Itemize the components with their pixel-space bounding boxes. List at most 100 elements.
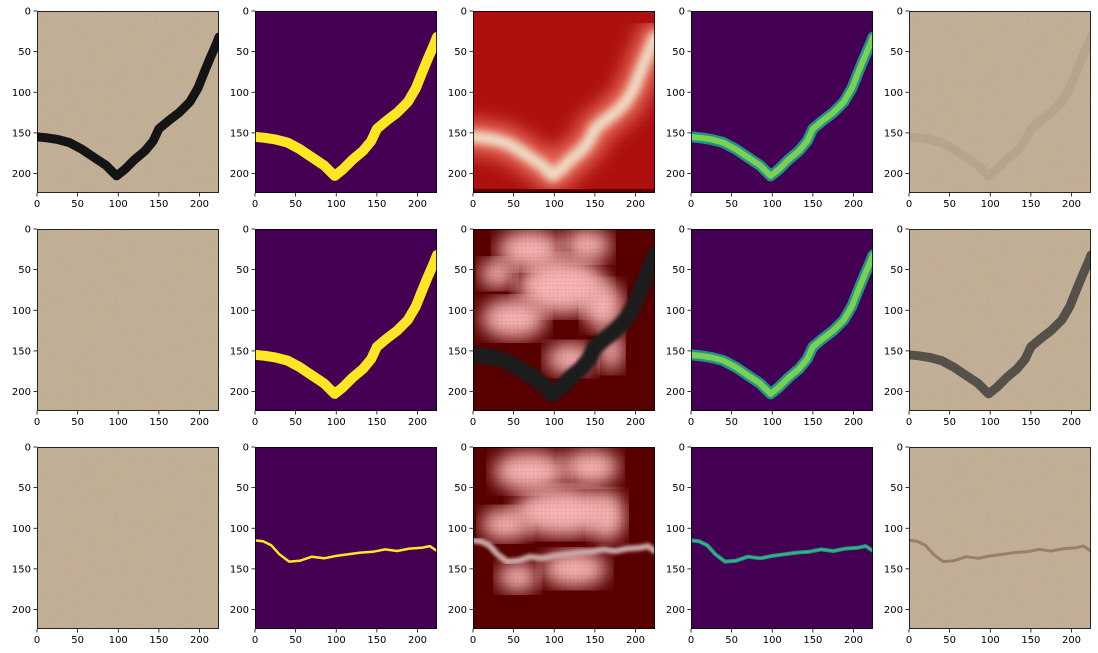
x-tick-label: 50 — [289, 635, 302, 646]
x-tick-label: 150 — [149, 635, 168, 646]
x-tick-label: 150 — [1021, 417, 1040, 428]
panel-r1-c4: 0 50 100 150 200 0 50 100 150 200 — [884, 225, 1091, 428]
x-tick-label: 100 — [109, 635, 128, 646]
axes-frame — [473, 11, 655, 193]
panel-r2-c0: 0 50 100 150 200 0 50 100 150 200 — [12, 443, 219, 646]
y-tick-label: 200 — [230, 387, 249, 398]
heat-crack — [473, 537, 655, 565]
y-tick-label: 50 — [18, 265, 31, 276]
x-tick-label: 200 — [408, 199, 427, 210]
y-tick-label: 100 — [12, 88, 31, 99]
y-tick-label: 0 — [25, 443, 31, 454]
y-tick-label: 50 — [672, 47, 685, 58]
x-tick-label: 0 — [470, 635, 476, 646]
x-tick-label: 50 — [725, 199, 738, 210]
y-tick-label: 150 — [12, 346, 31, 357]
y-tick-label: 100 — [230, 306, 249, 317]
x-tick-label: 150 — [585, 417, 604, 428]
y-tick-label: 200 — [884, 169, 903, 180]
axes-frame — [37, 11, 219, 193]
stone-texture — [909, 447, 1091, 629]
panel-r1-c0: 0 50 100 150 200 0 50 100 150 200 — [12, 225, 219, 428]
x-tick-label: 100 — [109, 199, 128, 210]
y-tick-label: 200 — [448, 387, 467, 398]
y-tick-label: 50 — [454, 47, 467, 58]
x-tick-label: 150 — [367, 417, 386, 428]
y-tick-label: 50 — [890, 47, 903, 58]
x-tick-label: 200 — [844, 417, 863, 428]
y-tick-label: 0 — [25, 225, 31, 236]
y-tick-label: 50 — [18, 47, 31, 58]
panel-r2-c1: 0 50 100 150 200 0 50 100 150 200 — [230, 443, 437, 646]
y-tick-label: 0 — [897, 443, 903, 454]
x-tick-label: 200 — [408, 635, 427, 646]
x-tick-label: 50 — [725, 417, 738, 428]
x-tick-label: 100 — [327, 635, 346, 646]
y-tick-label: 50 — [236, 47, 249, 58]
x-tick-label: 50 — [725, 635, 738, 646]
x-tick-label: 200 — [626, 199, 645, 210]
y-tick-label: 200 — [666, 605, 685, 616]
y-tick-label: 100 — [666, 88, 685, 99]
panel-r0-c0: 0 50 100 150 200 0 50 100 150 200 — [12, 7, 219, 210]
x-tick-label: 0 — [252, 199, 258, 210]
x-tick-label: 0 — [906, 199, 912, 210]
y-tick-label: 150 — [448, 128, 467, 139]
y-tick-label: 50 — [672, 265, 685, 276]
y-tick-label: 200 — [448, 605, 467, 616]
x-tick-label: 150 — [1021, 635, 1040, 646]
crack-stroke — [909, 32, 1091, 181]
x-tick-label: 150 — [367, 199, 386, 210]
y-tick-label: 150 — [448, 346, 467, 357]
y-tick-label: 0 — [461, 443, 467, 454]
y-tick-label: 50 — [236, 265, 249, 276]
x-tick-label: 150 — [1021, 199, 1040, 210]
y-tick-label: 50 — [236, 483, 249, 494]
y-tick-label: 200 — [12, 387, 31, 398]
x-tick-label: 150 — [585, 199, 604, 210]
heat-grid — [473, 447, 655, 629]
x-tick-label: 100 — [545, 199, 564, 210]
crack-stroke — [909, 250, 1091, 399]
y-tick-label: 150 — [666, 346, 685, 357]
y-tick-label: 150 — [666, 564, 685, 575]
y-tick-label: 200 — [448, 169, 467, 180]
x-tick-label: 0 — [688, 635, 694, 646]
x-tick-label: 0 — [688, 199, 694, 210]
y-tick-label: 100 — [884, 524, 903, 535]
y-tick-label: 50 — [18, 483, 31, 494]
x-tick-label: 100 — [545, 635, 564, 646]
y-tick-label: 100 — [448, 88, 467, 99]
panel-r1-c1: 0 50 100 150 200 0 50 100 150 200 — [230, 225, 437, 428]
y-tick-label: 100 — [666, 306, 685, 317]
x-tick-label: 200 — [1062, 417, 1081, 428]
axes-frame — [691, 229, 873, 411]
x-tick-label: 200 — [190, 199, 209, 210]
y-tick-label: 50 — [890, 265, 903, 276]
prob-background — [691, 447, 873, 629]
heat-crack — [473, 31, 655, 182]
y-tick-label: 50 — [454, 265, 467, 276]
axes-frame — [473, 447, 655, 629]
y-tick-label: 100 — [448, 524, 467, 535]
x-tick-label: 200 — [190, 635, 209, 646]
y-tick-label: 100 — [884, 88, 903, 99]
x-tick-label: 200 — [1062, 199, 1081, 210]
axes-frame — [255, 229, 437, 411]
x-tick-label: 50 — [289, 417, 302, 428]
y-tick-label: 150 — [884, 564, 903, 575]
x-tick-label: 50 — [943, 199, 956, 210]
crack-stroke — [37, 32, 219, 181]
x-tick-label: 100 — [763, 635, 782, 646]
y-tick-label: 0 — [461, 225, 467, 236]
y-tick-label: 200 — [666, 387, 685, 398]
y-tick-label: 150 — [230, 128, 249, 139]
y-tick-label: 150 — [230, 564, 249, 575]
y-tick-label: 200 — [12, 169, 31, 180]
mask-crack — [255, 32, 437, 181]
axes-frame — [473, 229, 655, 411]
x-tick-label: 50 — [943, 635, 956, 646]
y-tick-label: 0 — [243, 7, 249, 18]
x-tick-label: 150 — [803, 417, 822, 428]
x-tick-label: 150 — [367, 635, 386, 646]
